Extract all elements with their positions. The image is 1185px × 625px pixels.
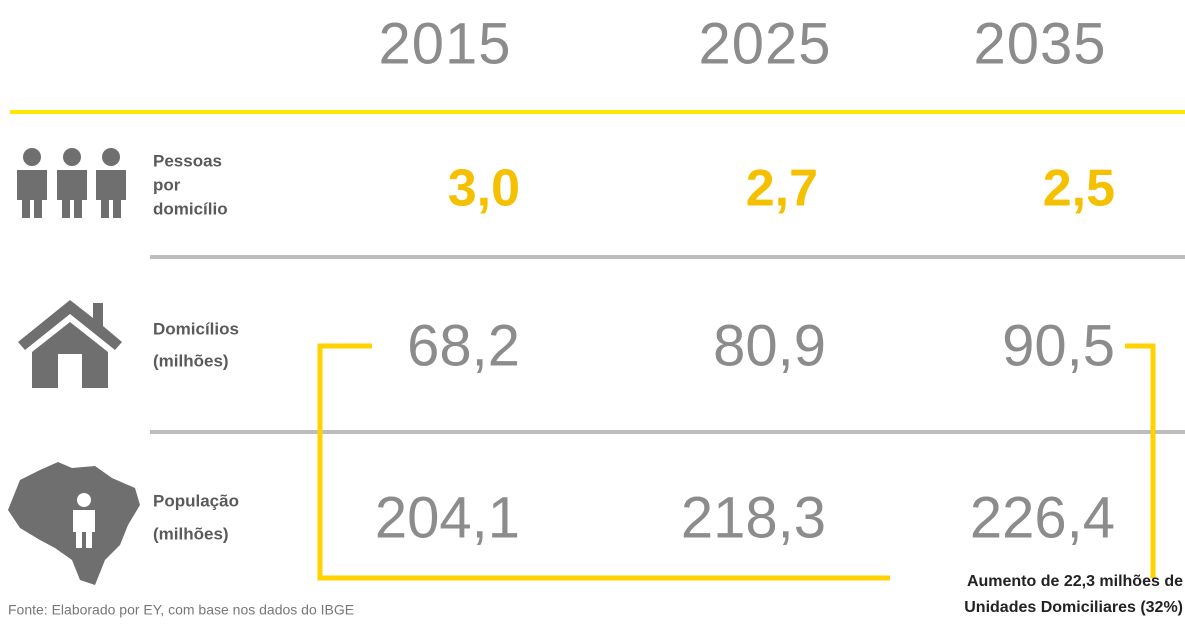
value: 2,5 <box>1043 160 1115 218</box>
value: 68,2 <box>407 313 520 378</box>
year: 2025 <box>698 11 831 76</box>
value: 218,3 <box>681 485 826 550</box>
year: 2015 <box>378 11 511 76</box>
bracket <box>317 343 890 581</box>
row-label: domicílio <box>153 199 228 218</box>
row-label: População <box>153 491 239 510</box>
value: 80,9 <box>713 313 826 378</box>
value: 3,0 <box>448 160 520 218</box>
annotation: Unidades Domiciliares (32%) <box>964 599 1183 616</box>
bracket <box>1125 343 1156 578</box>
row-label: (milhões) <box>153 351 229 370</box>
brazil-icon <box>8 462 140 585</box>
year: 2035 <box>973 11 1106 76</box>
people-icon <box>17 148 126 218</box>
row-label: por <box>153 175 181 194</box>
row-label: Domicílios <box>153 319 239 338</box>
value: 90,5 <box>1002 313 1115 378</box>
value: 226,4 <box>970 485 1115 550</box>
house-icon <box>18 300 122 388</box>
annotation: Aumento de 22,3 milhões de <box>967 573 1183 590</box>
value: 2,7 <box>746 160 818 218</box>
row-label: Pessoas <box>153 151 222 170</box>
source: Fonte: Elaborado por EY, com base nos da… <box>8 602 354 618</box>
row-label: (milhões) <box>153 524 229 543</box>
value: 204,1 <box>375 485 520 550</box>
